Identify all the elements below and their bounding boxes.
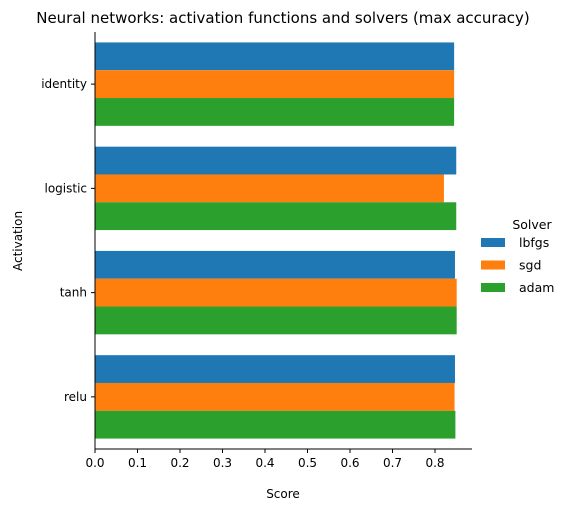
bar-identity-sgd — [95, 70, 455, 99]
bar-logistic-adam — [95, 202, 457, 231]
bar-relu-sgd — [95, 382, 455, 411]
bar-relu-lbfgs — [95, 355, 455, 383]
y-axis-label: Activation — [11, 211, 25, 271]
x-tick-label: 0.8 — [425, 456, 444, 470]
chart-title: Neural networks: activation functions an… — [36, 9, 530, 27]
legend-swatch-lbfgs — [481, 238, 505, 247]
x-tick-label: 0.5 — [298, 456, 317, 470]
legend-title: Solver — [512, 217, 552, 232]
y-tick-label: relu — [64, 390, 87, 404]
bar-tanh-adam — [95, 306, 457, 335]
legend-swatch-sgd — [481, 260, 505, 270]
bar-relu-adam — [95, 410, 456, 439]
legend-label-sgd: sgd — [519, 258, 541, 273]
x-tick-label: 0.2 — [170, 456, 189, 470]
x-tick-label: 0.0 — [85, 456, 104, 470]
y-tick-label: logistic — [44, 181, 87, 195]
legend-swatch-adam — [481, 283, 505, 292]
x-tick-label: 0.4 — [255, 456, 274, 470]
x-tick-label: 0.6 — [340, 456, 359, 470]
x-ticks-group: 0.0 0.1 0.2 0.3 0.4 0.5 0.6 0.7 0.8 — [85, 449, 445, 470]
x-tick-label: 0.3 — [213, 456, 232, 470]
bars-group — [95, 42, 457, 439]
x-tick-label: 0.1 — [128, 456, 147, 470]
bar-logistic-sgd — [95, 174, 444, 203]
bar-identity-adam — [95, 98, 455, 126]
x-axis-label: Score — [266, 487, 300, 501]
bar-identity-lbfgs — [95, 42, 455, 71]
bar-tanh-lbfgs — [95, 250, 455, 279]
legend: Solver lbfgs sgd adam — [481, 217, 554, 295]
legend-label-lbfgs: lbfgs — [519, 235, 549, 250]
bar-logistic-lbfgs — [95, 146, 457, 175]
y-ticks-group: identity logistic tanh relu — [41, 77, 95, 404]
y-tick-label: tanh — [60, 286, 87, 300]
y-tick-label: identity — [41, 77, 87, 91]
x-tick-label: 0.7 — [383, 456, 402, 470]
bar-tanh-sgd — [95, 278, 457, 307]
legend-label-adam: adam — [519, 280, 554, 295]
